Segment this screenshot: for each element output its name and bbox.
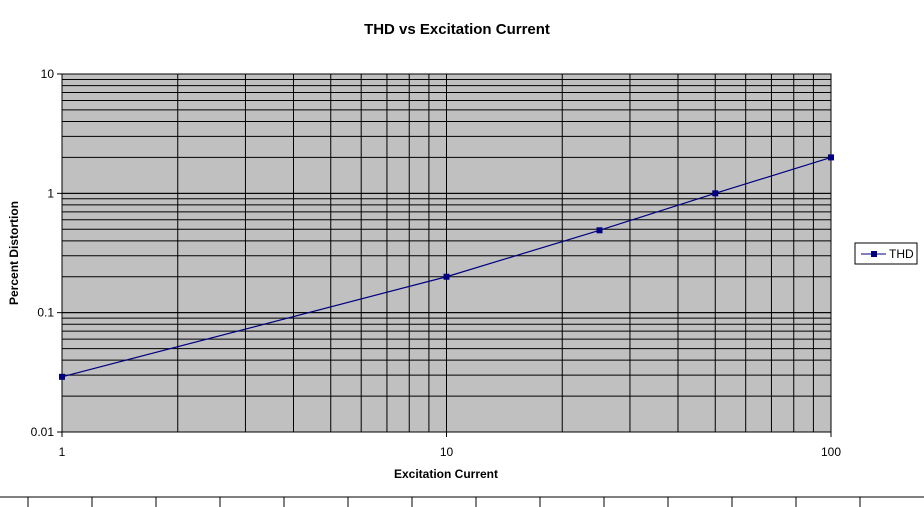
data-point — [59, 373, 65, 380]
data-point — [828, 154, 834, 161]
y-tick-label: 1 — [47, 186, 54, 200]
y-tick-label: 0.1 — [37, 306, 54, 320]
x-axis-label: Excitation Current — [394, 467, 498, 481]
y-tick-label: 10 — [41, 67, 55, 81]
data-point — [596, 227, 603, 234]
series-group — [59, 154, 834, 380]
y-tick-label: 0.01 — [31, 425, 55, 439]
data-point — [712, 190, 719, 197]
y-tick-labels: 0.01 0.1 1 10 — [31, 67, 62, 439]
legend: THD — [854, 242, 918, 265]
chart-title: THD vs Excitation Current — [364, 21, 550, 38]
x-tick-labels: 1 10 100 — [59, 432, 841, 459]
x-tick-label: 1 — [59, 445, 66, 459]
x-tick-label: 10 — [440, 445, 454, 459]
x-tick-label: 100 — [821, 445, 841, 459]
bottom-divider — [0, 496, 924, 507]
legend-marker — [871, 251, 877, 257]
y-axis-label: Percent Distortion — [7, 201, 21, 305]
gridlines — [61, 73, 832, 433]
data-point — [443, 273, 450, 280]
legend-label-thd: THD — [889, 247, 914, 261]
